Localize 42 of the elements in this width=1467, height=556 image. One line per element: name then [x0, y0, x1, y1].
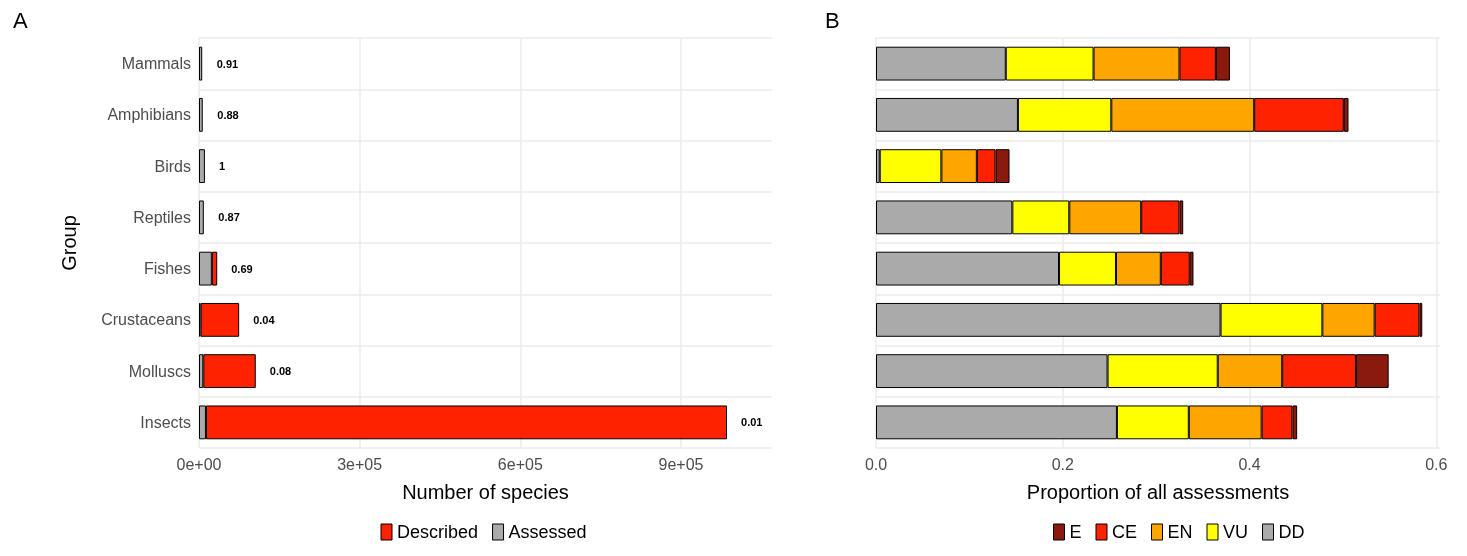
y-tick-label: Molluscs	[128, 362, 191, 380]
x-tick-label: 3e+05	[337, 455, 383, 473]
bar	[199, 200, 204, 235]
annotation: 0.87	[218, 211, 240, 224]
legend-label: E	[1069, 522, 1082, 542]
legend-label: VU	[1223, 522, 1249, 542]
y-axis-title: Group	[58, 215, 80, 271]
annotation: 0.91	[216, 57, 239, 70]
y-tick-label: Mammals	[121, 55, 191, 73]
x-tick-label: 0.4	[1238, 455, 1261, 473]
y-tick-label: Amphibians	[107, 106, 191, 124]
y-tick-label: Reptiles	[133, 208, 191, 226]
annotation: 0.88	[217, 108, 239, 121]
legend-label: EN	[1167, 522, 1193, 542]
annotation: 1	[218, 160, 226, 173]
annotation: 0.01	[741, 416, 763, 429]
annotation: 0.04	[253, 313, 276, 326]
annotation: 0.08	[269, 365, 292, 378]
bar	[199, 149, 205, 184]
y-tick-label: Insects	[140, 413, 191, 431]
x-tick-label: 0e+00	[176, 455, 222, 473]
legend-label: Assessed	[508, 522, 587, 542]
bar	[203, 354, 256, 389]
x-tick-label: 0.0	[864, 455, 888, 473]
x-tick-label: 0.6	[1425, 455, 1448, 473]
legend-label: Described	[397, 522, 479, 542]
legend-label: CE	[1112, 522, 1138, 542]
y-tick-label: Birds	[154, 157, 191, 175]
annotation: 0.69	[231, 262, 253, 275]
y-tick-label: Fishes	[143, 260, 191, 278]
x-axis-title: Proportion of all assessments	[1026, 481, 1290, 503]
x-tick-label: 9e+05	[658, 455, 704, 473]
x-axis-title: Number of species	[402, 481, 569, 503]
bar	[199, 97, 203, 132]
legend-label: DD	[1278, 522, 1305, 542]
bar	[200, 302, 240, 337]
y-tick-label: Crustaceans	[101, 311, 191, 329]
x-tick-label: 0.2	[1051, 455, 1074, 473]
bar	[199, 46, 203, 81]
text: A	[13, 7, 28, 33]
x-tick-label: 6e+05	[497, 455, 543, 473]
chart-title: B	[825, 7, 840, 33]
